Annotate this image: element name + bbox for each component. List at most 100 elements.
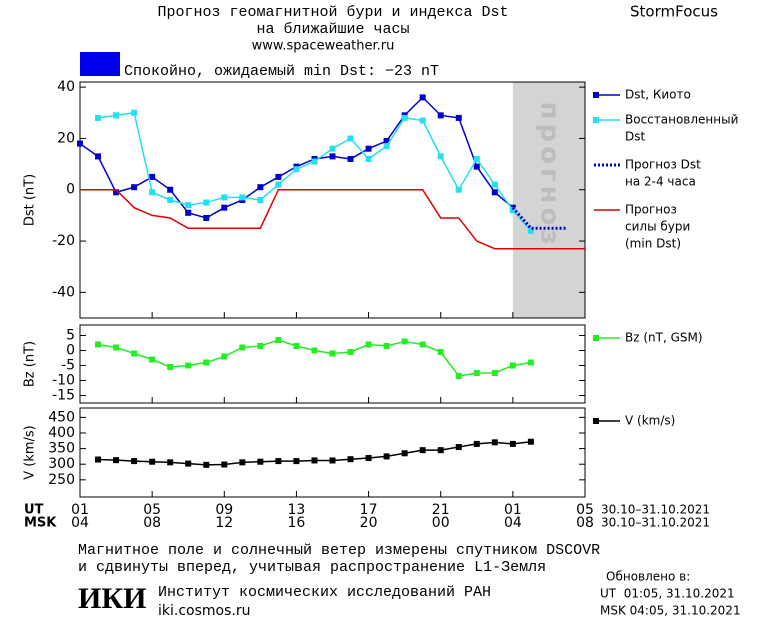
point	[401, 450, 408, 457]
y-tick-label: -15	[52, 388, 75, 404]
point	[275, 337, 282, 343]
x-tick-label: 01	[504, 502, 522, 518]
status-box	[80, 52, 120, 76]
note: Магнитное поле и солнечный ветер измерен…	[78, 542, 600, 559]
point	[491, 370, 498, 376]
point	[185, 362, 192, 369]
point	[419, 447, 426, 454]
point	[113, 189, 120, 196]
point	[275, 458, 282, 465]
point	[491, 439, 498, 446]
y-tick-label: 400	[48, 425, 75, 441]
point	[311, 347, 318, 354]
point	[239, 459, 246, 466]
point	[167, 459, 174, 466]
y-tick-label: -5	[61, 358, 75, 374]
brand: StormFocus	[630, 3, 718, 21]
point	[95, 114, 102, 121]
point	[383, 453, 390, 460]
x-tick-label: 04	[504, 515, 522, 531]
point	[419, 341, 426, 348]
point	[131, 109, 138, 116]
y-tick-label: 0	[66, 182, 75, 198]
legend-label: силы бури	[625, 220, 690, 234]
subtitle: www.spaceweather.ru	[252, 39, 395, 54]
point	[149, 458, 156, 465]
point	[329, 350, 336, 357]
point	[221, 353, 228, 360]
point	[293, 166, 300, 173]
x-tick-label: 16	[288, 515, 306, 531]
point	[167, 364, 174, 370]
y-tick-label: -20	[52, 233, 75, 249]
y-tick-label: -10	[52, 373, 75, 389]
updated-label: Обновлено в:	[606, 570, 690, 584]
point	[401, 114, 408, 121]
y-tick-label: 350	[48, 441, 75, 457]
legend-label: (min Dst)	[625, 237, 681, 251]
point	[473, 155, 480, 162]
point	[491, 181, 498, 188]
point	[185, 209, 192, 216]
y-tick-label: 300	[48, 456, 75, 472]
point	[185, 202, 192, 209]
x-tick-label: 17	[360, 502, 378, 518]
point	[365, 341, 372, 348]
point	[527, 227, 534, 234]
point	[221, 194, 228, 201]
note: и сдвинуты вперед, учитывая распростране…	[78, 559, 546, 576]
panel-frame	[79, 81, 586, 319]
point	[509, 207, 516, 214]
status-text: Спокойно, ожидаемый min Dst: −23 nT	[124, 63, 439, 80]
point	[257, 197, 264, 203]
point	[419, 94, 426, 101]
point	[293, 458, 300, 465]
point	[383, 343, 390, 349]
x-row-range: 30.10–31.10.2021	[601, 503, 710, 517]
y-tick-label: 0	[66, 343, 75, 359]
legend-label: Прогноз Dst	[625, 158, 701, 172]
point	[221, 204, 228, 211]
y-tick-label: 20	[57, 130, 75, 146]
legend-label: Прогноз	[625, 203, 677, 217]
point	[113, 344, 120, 351]
point	[95, 153, 102, 160]
point	[401, 338, 408, 345]
panel-frame	[79, 407, 586, 498]
y-tick-label: 5	[66, 328, 75, 344]
point	[329, 457, 336, 464]
legend-marker	[593, 418, 599, 424]
legend-marker	[593, 335, 599, 341]
point	[437, 112, 444, 119]
x-tick-label: 00	[432, 515, 450, 531]
point	[95, 341, 102, 348]
point	[131, 184, 138, 191]
x-tick-label: 13	[288, 502, 306, 518]
point	[275, 173, 282, 180]
y-tick-label: 250	[48, 472, 75, 488]
legend-label: Восстановленный	[625, 113, 738, 127]
x-tick-label: 20	[360, 515, 378, 531]
forecast-label: прогноз	[534, 102, 564, 249]
point	[329, 153, 336, 160]
point	[365, 155, 372, 162]
point	[347, 349, 354, 355]
point	[257, 458, 264, 465]
point	[149, 356, 156, 363]
x-tick-label: 08	[143, 515, 161, 531]
x-tick-label: 21	[432, 502, 450, 518]
point	[203, 214, 210, 221]
point	[347, 456, 354, 463]
y-tick-label: 450	[48, 409, 75, 425]
point	[203, 359, 210, 366]
point	[293, 343, 300, 349]
updated: UT 01:05, 31.10.2021	[600, 587, 735, 601]
point	[167, 186, 174, 193]
point	[455, 373, 462, 379]
point	[527, 359, 534, 366]
point	[311, 158, 318, 165]
legend-marker	[593, 117, 599, 123]
point	[131, 458, 138, 465]
x-tick-label: 05	[143, 502, 161, 518]
point	[455, 444, 462, 451]
